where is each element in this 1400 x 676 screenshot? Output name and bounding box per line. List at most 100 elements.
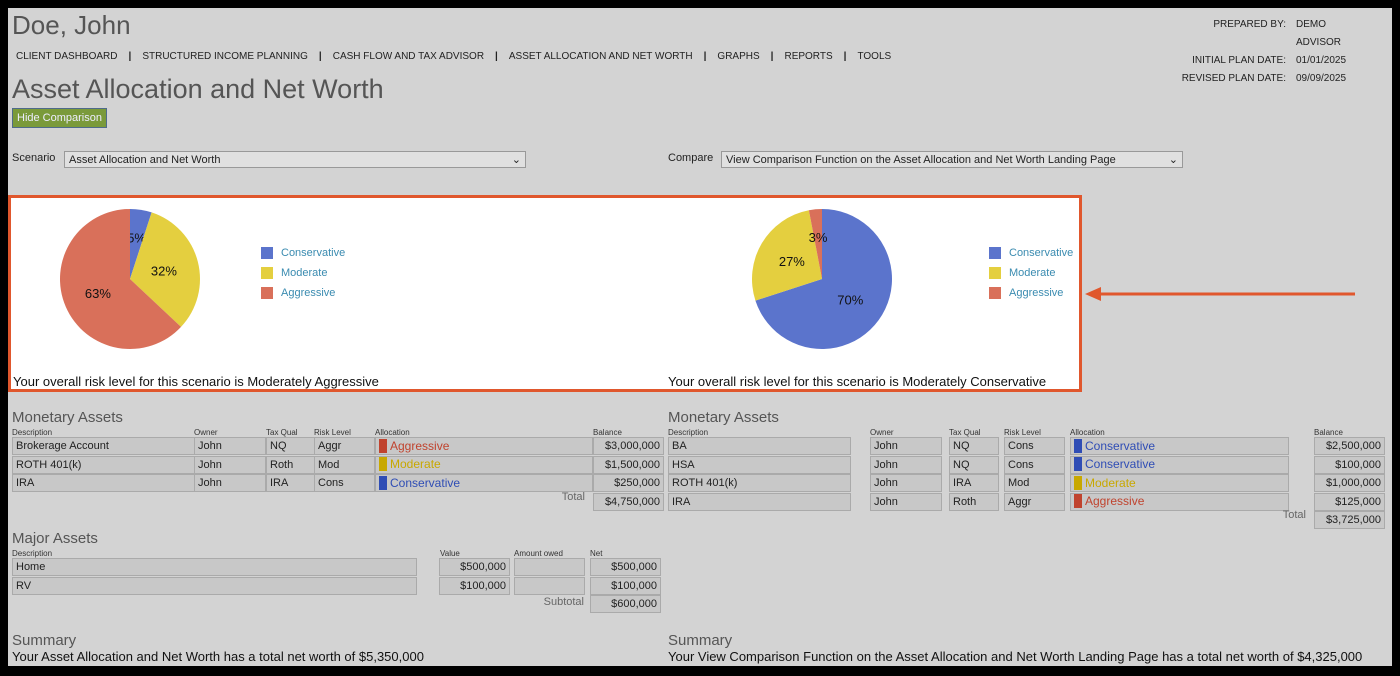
compare-select[interactable]: View Comparison Function on the Asset Al… — [721, 151, 1183, 168]
nav-link[interactable]: CASH FLOW AND TAX ADVISOR — [332, 51, 485, 62]
monetary-assets-title: Monetary Assets — [668, 409, 779, 426]
column-header: Balance — [593, 428, 622, 437]
allocation-cell[interactable]: Aggressive — [375, 437, 593, 455]
chevron-down-icon: ⌄ — [1168, 154, 1178, 166]
revised-date-label: REVISED PLAN DATE: — [1181, 73, 1286, 84]
risk-level-cell[interactable]: Mod — [314, 455, 375, 474]
tax-qual-cell[interactable]: IRA — [949, 474, 999, 492]
legend-label: Conservative — [281, 247, 346, 259]
description-cell[interactable]: IRA — [668, 492, 851, 511]
allocation-label: Moderate — [390, 457, 441, 471]
summary-text: Your Asset Allocation and Net Worth has … — [12, 649, 424, 664]
legend-swatch — [989, 247, 1001, 259]
legend-swatch — [989, 287, 1001, 299]
scenario-select[interactable]: Asset Allocation and Net Worth ⌄ — [64, 151, 526, 168]
risk-level-cell[interactable]: Cons — [1004, 455, 1065, 474]
risk-level-text-right: Your overall risk level for this scenari… — [668, 374, 1047, 389]
tax-qual-cell[interactable]: NQ — [266, 437, 315, 455]
owner-cell[interactable]: John — [870, 455, 942, 474]
total-balance: $3,725,000 — [1314, 511, 1385, 529]
owner-cell[interactable]: John — [194, 437, 266, 455]
allocation-swatch — [379, 438, 387, 453]
plan-meta: PREPARED BY: DEMO ADVISOR INITIAL PLAN DA… — [1182, 16, 1370, 88]
tax-qual-cell[interactable]: Roth — [949, 492, 999, 511]
pie-data-label: 5% — [127, 231, 146, 246]
nav-link[interactable]: STRUCTURED INCOME PLANNING — [142, 51, 308, 62]
allocation-cell[interactable]: Aggressive — [1070, 492, 1289, 511]
legend-label: Moderate — [281, 267, 328, 279]
pie-charts: 5% 32% 63% 70% 27% 3% — [60, 209, 892, 349]
column-header: Net — [590, 549, 603, 558]
allocation-label: Conservative — [390, 475, 461, 490]
owner-cell[interactable]: John — [870, 492, 942, 511]
main-nav: CLIENT DASHBOARD | STRUCTURED INCOME PLANN… — [16, 51, 891, 62]
nav-link[interactable]: GRAPHS — [717, 51, 760, 62]
owner-cell[interactable]: John — [194, 455, 266, 474]
balance-cell[interactable]: $100,000 — [1314, 455, 1385, 474]
major-value-cell[interactable]: $100,000 — [439, 576, 510, 595]
hide-comparison-button[interactable]: Hide Comparison — [12, 108, 107, 128]
pie-data-label: 32% — [151, 263, 177, 278]
column-header: Risk Level — [314, 428, 351, 437]
risk-level-cell[interactable]: Aggr — [1004, 492, 1065, 511]
subtotal-label: Subtotal — [543, 596, 584, 608]
amount-owed-cell[interactable] — [514, 576, 585, 595]
pie-slice-moderate — [130, 212, 200, 327]
balance-cell[interactable]: $250,000 — [593, 474, 664, 492]
description-cell[interactable]: ROTH 401(k) — [668, 474, 851, 492]
column-header: Owner — [870, 428, 894, 437]
allocation-swatch — [1074, 475, 1082, 490]
legend-swatch — [261, 287, 273, 299]
owner-cell[interactable]: John — [194, 474, 266, 492]
allocation-cell[interactable]: Conservative — [1070, 455, 1289, 474]
balance-cell[interactable]: $3,000,000 — [593, 437, 664, 455]
column-header: Tax Qual — [949, 428, 981, 437]
allocation-cell[interactable]: Conservative — [1070, 437, 1289, 455]
pie-slice-moderate — [752, 210, 822, 301]
amount-owed-cell[interactable] — [514, 558, 585, 576]
description-cell[interactable]: ROTH 401(k) — [12, 455, 195, 474]
owner-cell[interactable]: John — [870, 474, 942, 492]
owner-cell[interactable]: John — [870, 437, 942, 455]
major-net-cell[interactable]: $500,000 — [590, 558, 661, 576]
legend-swatch — [261, 247, 273, 259]
major-net-cell[interactable]: $100,000 — [590, 576, 661, 595]
nav-separator: | — [128, 51, 132, 62]
risk-level-cell[interactable]: Cons — [314, 474, 375, 492]
risk-level-cell[interactable]: Cons — [1004, 437, 1065, 455]
major-description-cell[interactable]: Home — [12, 558, 417, 576]
pie-slice-conservative — [130, 209, 152, 279]
tax-qual-cell[interactable]: Roth — [266, 455, 315, 474]
tax-qual-cell[interactable]: NQ — [949, 455, 999, 474]
nav-link[interactable]: CLIENT DASHBOARD — [16, 51, 118, 62]
allocation-cell[interactable]: Moderate — [1070, 474, 1289, 492]
major-description-cell[interactable]: RV — [12, 576, 417, 595]
description-cell[interactable]: Brokerage Account — [12, 437, 195, 455]
balance-cell[interactable]: $1,500,000 — [593, 455, 664, 474]
balance-cell[interactable]: $125,000 — [1314, 492, 1385, 511]
description-cell[interactable]: IRA — [12, 474, 195, 492]
initial-date: 01/01/2025 — [1296, 55, 1347, 66]
nav-link[interactable]: REPORTS — [784, 51, 833, 62]
major-value-cell[interactable]: $500,000 — [439, 558, 510, 576]
scenario-value: Asset Allocation and Net Worth — [69, 153, 221, 166]
balance-cell[interactable]: $2,500,000 — [1314, 437, 1385, 455]
balance-cell[interactable]: $1,000,000 — [1314, 474, 1385, 492]
allocation-label: Conservative — [1085, 457, 1156, 471]
allocation-cell[interactable]: Conservative — [375, 474, 593, 492]
description-cell[interactable]: BA — [668, 437, 851, 455]
risk-level-cell[interactable]: Mod — [1004, 474, 1065, 492]
monetary-assets-title: Monetary Assets — [12, 409, 123, 426]
description-cell[interactable]: HSA — [668, 455, 851, 474]
risk-level-cell[interactable]: Aggr — [314, 437, 375, 455]
column-header: Description — [12, 549, 53, 558]
tax-qual-cell[interactable]: NQ — [949, 437, 999, 455]
nav-link[interactable]: TOOLS — [857, 51, 892, 62]
pie-slice-conservative — [755, 209, 892, 349]
tax-qual-cell[interactable]: IRA — [266, 474, 315, 492]
allocation-cell[interactable]: Moderate — [375, 455, 593, 474]
allocation-swatch — [1074, 457, 1082, 471]
nav-link[interactable]: ASSET ALLOCATION AND NET WORTH — [508, 51, 693, 62]
page-title: Asset Allocation and Net Worth — [12, 74, 384, 104]
summary-text: Your View Comparison Function on the Ass… — [668, 649, 1363, 664]
